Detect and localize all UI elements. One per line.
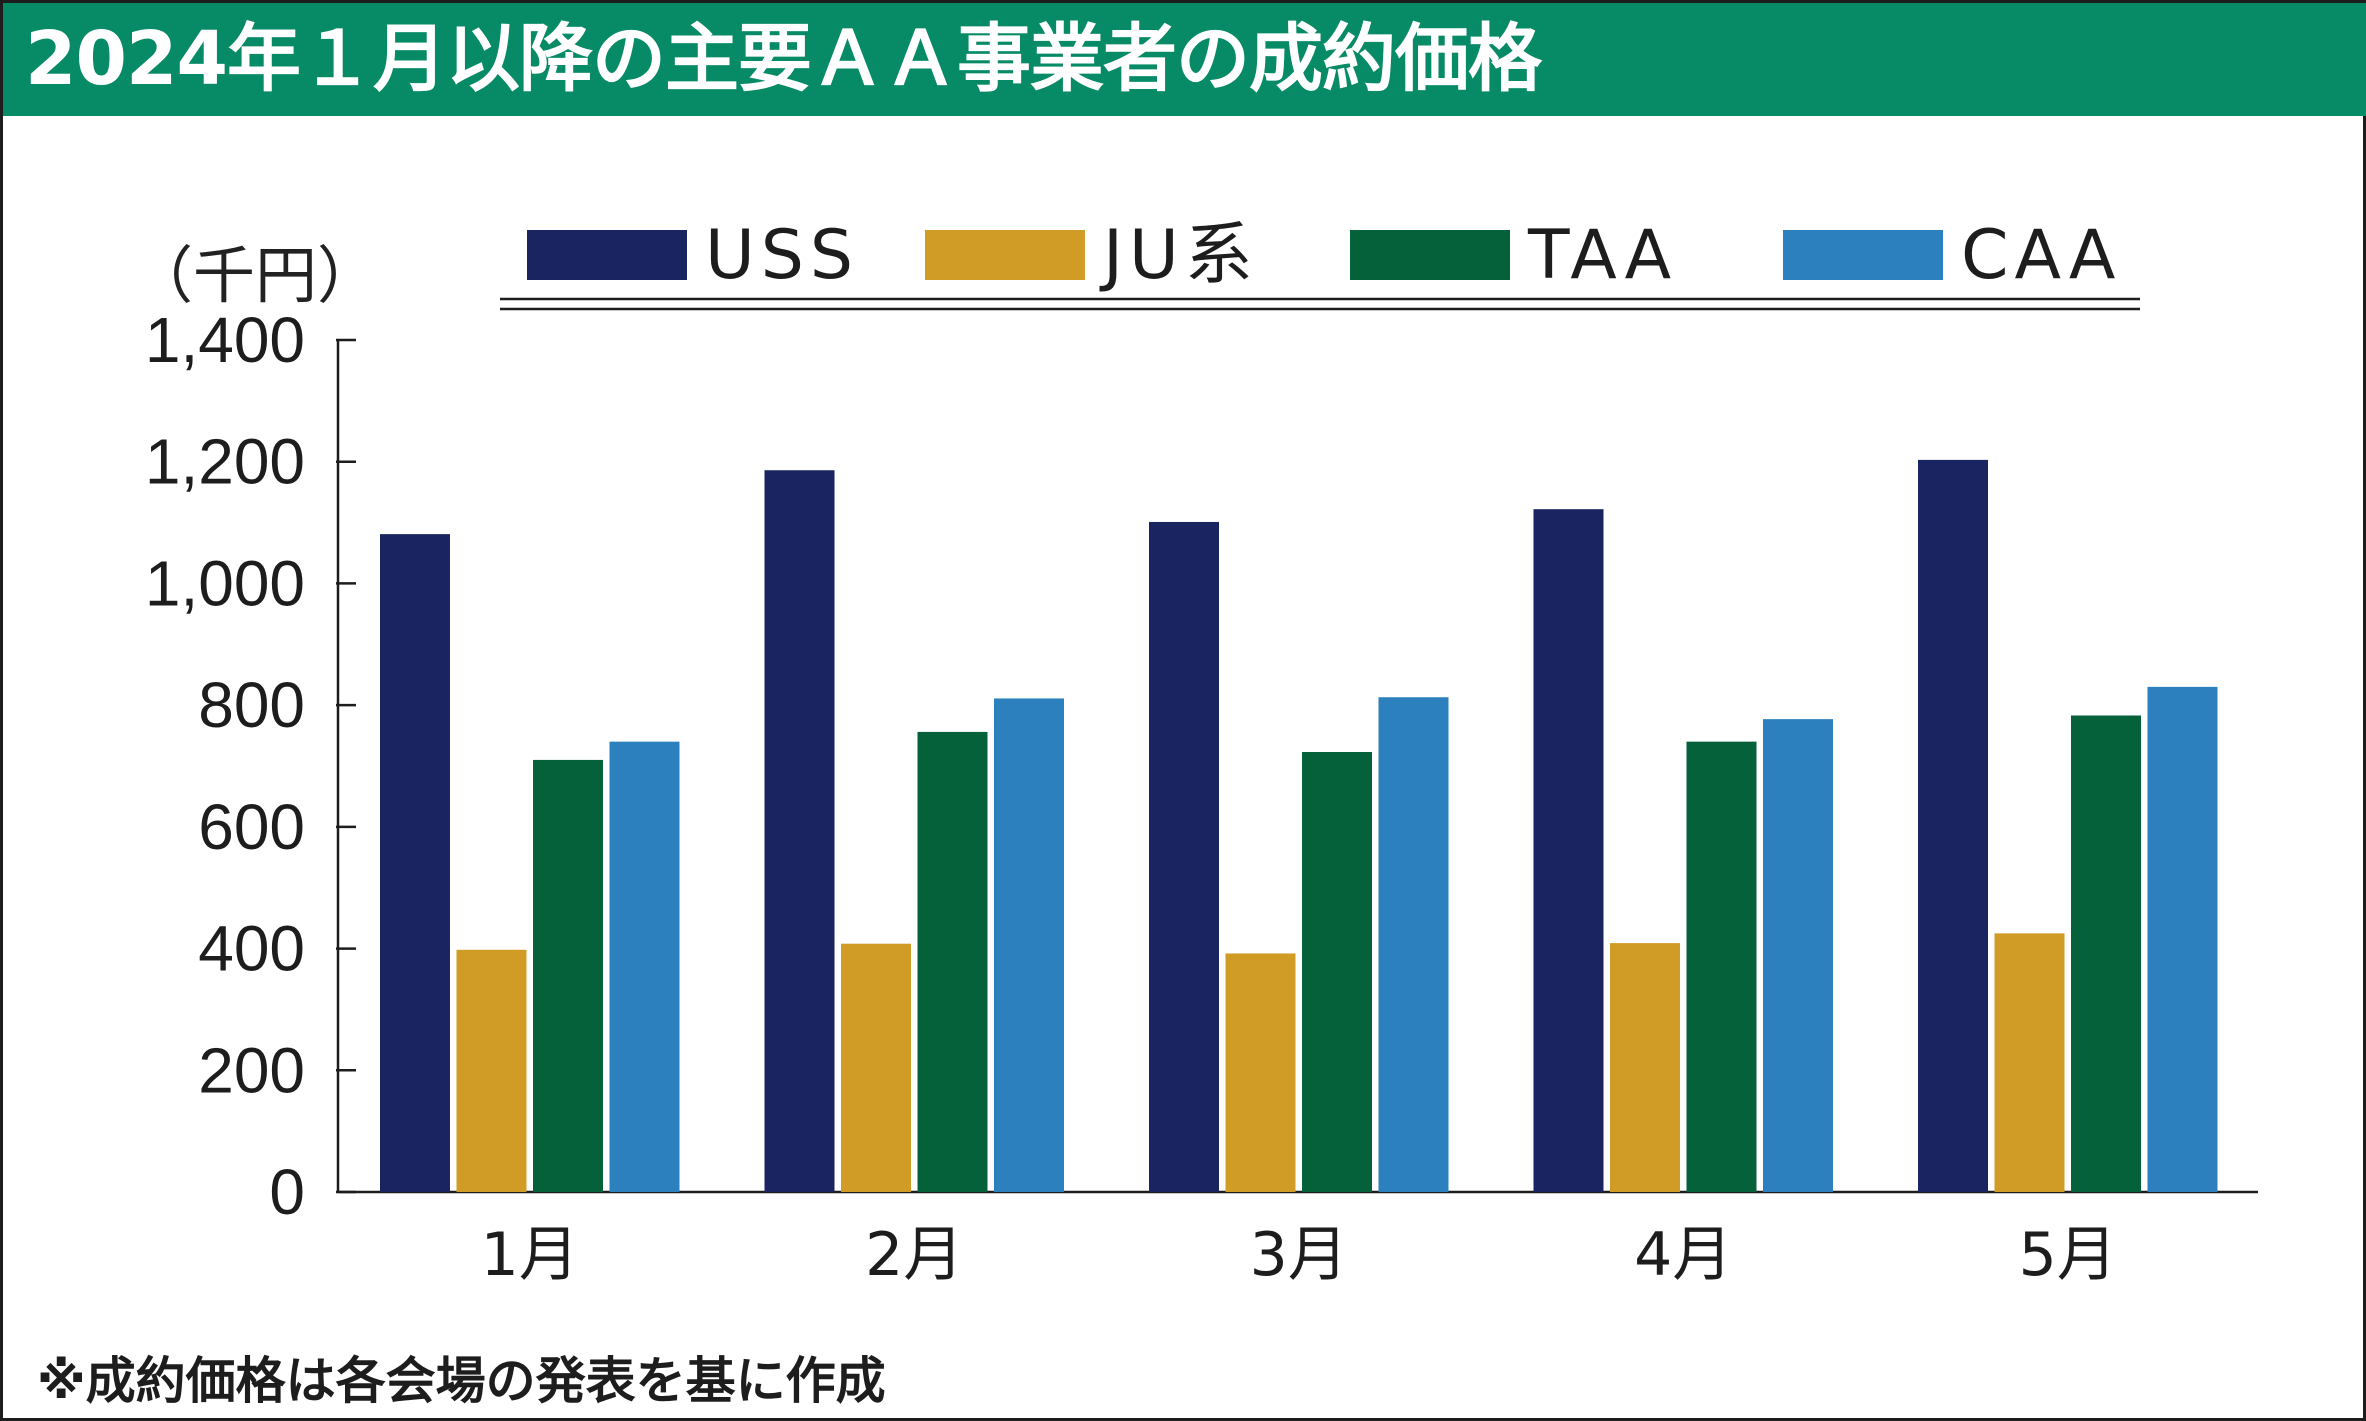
x-category-label: 5月: [2019, 1220, 2117, 1290]
x-category-label: 1月: [481, 1220, 579, 1290]
bar-JU系-4月: [1610, 943, 1680, 1192]
bar-TAA-4月: [1686, 741, 1757, 1192]
bar-USS-2月: [764, 470, 835, 1193]
chart-title: 2024年１月以降の主要ＡＡ事業者の成約価格: [25, 16, 1542, 102]
y-tick-label: 0: [269, 1156, 305, 1228]
x-category-label: 4月: [1634, 1220, 1732, 1290]
bar-CAA-3月: [1378, 697, 1449, 1192]
y-tick-label: 1,400: [145, 304, 305, 376]
bar-USS-3月: [1149, 521, 1219, 1192]
bar-CAA-2月: [994, 698, 1064, 1192]
title-bar: 2024年１月以降の主要ＡＡ事業者の成約価格: [3, 3, 2366, 116]
bar-JU系-1月: [456, 949, 527, 1192]
legend-label-CAA: CAA: [1961, 216, 2121, 295]
bar-USS-1月: [380, 534, 450, 1192]
legend-swatch-TAA: [1350, 230, 1510, 280]
bar-TAA-3月: [1302, 752, 1372, 1192]
legend-label-USS: USS: [705, 216, 859, 295]
legend-swatch-USS: [527, 230, 687, 280]
legend-swatch-JU系: [925, 230, 1085, 280]
bar-TAA-5月: [2071, 715, 2141, 1192]
bar-JU系-5月: [1994, 933, 2065, 1192]
legend-swatch-CAA: [1783, 230, 1943, 280]
legend-label-JU系: JU系: [1099, 216, 1259, 295]
bar-USS-5月: [1918, 459, 1988, 1193]
bar-CAA-1月: [609, 741, 680, 1192]
y-tick-label: 800: [198, 669, 305, 741]
y-tick-label: 200: [198, 1034, 305, 1106]
footnote: ※成約価格は各会場の発表を基に作成: [37, 1352, 886, 1410]
y-tick-label: 1,200: [145, 426, 305, 498]
y-tick-label: 1,000: [145, 547, 305, 619]
y-tick-label: 600: [198, 791, 305, 863]
bar-JU系-2月: [841, 943, 911, 1192]
legend-label-TAA: TAA: [1527, 216, 1677, 295]
x-category-label: 3月: [1250, 1220, 1348, 1290]
x-category-label: 2月: [865, 1220, 963, 1290]
bar-CAA-5月: [2147, 686, 2218, 1192]
bar-TAA-2月: [917, 731, 988, 1192]
bar-JU系-3月: [1225, 953, 1296, 1192]
bar-USS-4月: [1533, 509, 1604, 1192]
y-axis-unit-label: （千円）: [131, 239, 380, 312]
bar-CAA-4月: [1763, 719, 1833, 1192]
y-tick-label: 400: [198, 913, 305, 985]
bar-TAA-1月: [533, 759, 603, 1192]
